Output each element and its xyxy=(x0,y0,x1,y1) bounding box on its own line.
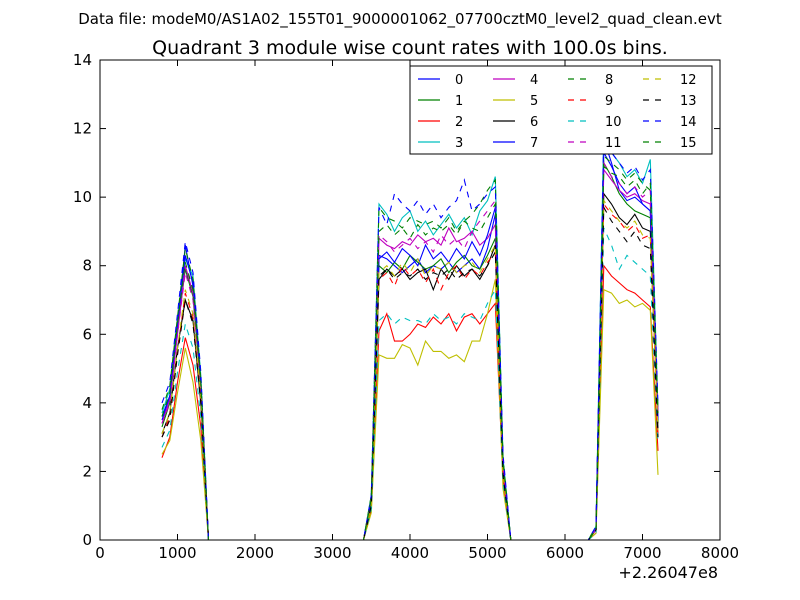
x-tick-label: 0 xyxy=(95,544,105,562)
y-tick-label: 8 xyxy=(82,257,92,275)
series-line-8 xyxy=(161,154,659,540)
x-tick-label: 8000 xyxy=(701,544,739,562)
legend-frame xyxy=(409,65,713,155)
y-tick-label: 4 xyxy=(82,394,92,412)
legend-label-14: 14 xyxy=(680,115,697,130)
legend-label-8: 8 xyxy=(605,73,613,88)
chart-title: Quadrant 3 module wise count rates with … xyxy=(152,37,668,59)
legend-label-6: 6 xyxy=(530,115,538,130)
series-line-14 xyxy=(161,135,659,540)
legend-label-3: 3 xyxy=(455,136,463,151)
series-line-0 xyxy=(161,138,659,540)
legend-label-13: 13 xyxy=(680,94,697,109)
series-line-2 xyxy=(161,264,659,540)
legend-label-11: 11 xyxy=(605,136,622,151)
data-file-header: Data file: modeM0/AS1A02_155T01_90000010… xyxy=(78,10,722,29)
legend-label-1: 1 xyxy=(455,94,463,109)
series-line-10 xyxy=(161,227,659,540)
x-tick-label: 5000 xyxy=(468,544,506,562)
x-tick-label: 1000 xyxy=(158,544,196,562)
series-line-13 xyxy=(161,205,659,540)
x-tick-label: 4000 xyxy=(391,544,429,562)
series-line-6 xyxy=(161,192,659,540)
series-group xyxy=(161,128,659,540)
legend-label-5: 5 xyxy=(530,94,538,109)
plot-area: 0 1000 2000 3000 4000 5000 6000 7000 8000 0 2 4 6 8 1… xyxy=(73,51,739,582)
y-tick-label: 2 xyxy=(82,462,92,480)
legend-label-0: 0 xyxy=(455,73,463,88)
y-tick-label: 0 xyxy=(82,531,92,549)
series-line-5 xyxy=(161,279,659,540)
y-tick-label: 14 xyxy=(73,51,92,69)
x-axis: 0 1000 2000 3000 4000 5000 6000 7000 8000 xyxy=(95,60,739,562)
series-line-7 xyxy=(161,150,659,540)
x-tick-label: 7000 xyxy=(623,544,661,562)
legend-label-10: 10 xyxy=(605,115,622,130)
legend-label-15: 15 xyxy=(680,136,697,151)
y-tick-label: 6 xyxy=(82,325,92,343)
y-tick-label: 12 xyxy=(73,120,92,138)
x-tick-label: 6000 xyxy=(546,544,584,562)
legend-label-9: 9 xyxy=(605,94,613,109)
x-axis-offset-label: +2.26047e8 xyxy=(618,563,718,582)
legend-label-7: 7 xyxy=(530,136,538,151)
legend-label-2: 2 xyxy=(455,115,463,130)
series-line-4 xyxy=(161,168,659,540)
y-tick-label: 10 xyxy=(73,188,92,206)
legend-label-12: 12 xyxy=(680,73,697,88)
series-line-11 xyxy=(161,160,659,540)
x-tick-label: 3000 xyxy=(313,544,351,562)
x-tick-label: 2000 xyxy=(236,544,274,562)
legend-label-4: 4 xyxy=(530,73,538,88)
